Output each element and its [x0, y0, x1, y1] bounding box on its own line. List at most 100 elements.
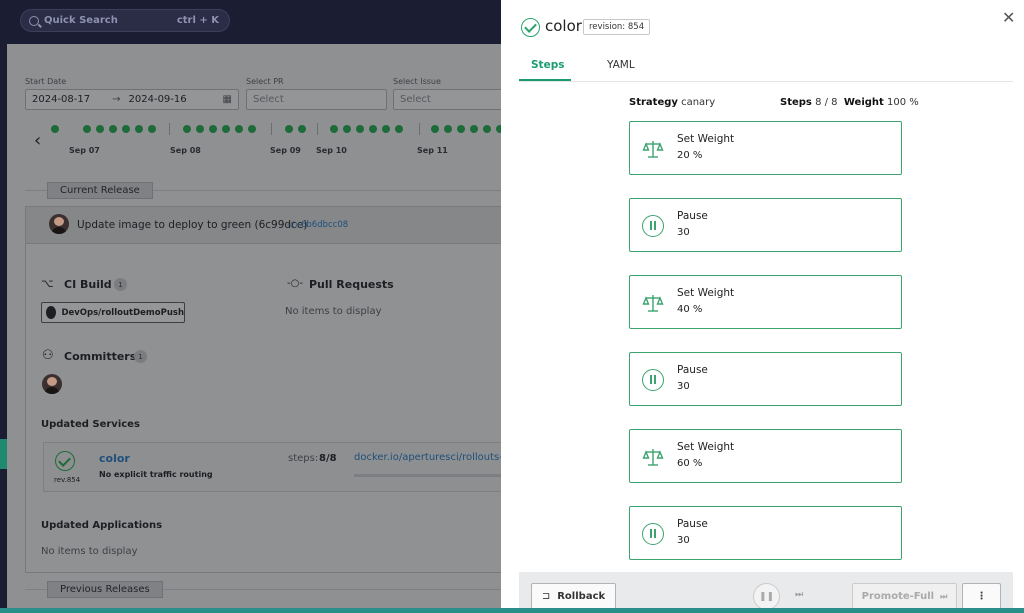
step-card: Set Weight 60 %	[629, 429, 902, 483]
rollout-details-panel: color revision: 854 ✕ Steps YAML Strateg…	[501, 0, 1024, 613]
pause-icon	[642, 215, 664, 237]
release-dot[interactable]	[369, 125, 377, 133]
date-range-input[interactable]: 2024-08-17 → 2024-09-16 ▦	[25, 89, 239, 110]
release-dot[interactable]	[248, 125, 256, 133]
step-value: 40 %	[677, 304, 703, 315]
check-circle-icon	[521, 18, 540, 37]
release-dot[interactable]	[330, 125, 338, 133]
tab-steps[interactable]: Steps	[531, 59, 565, 71]
quick-search-shortcut: ctrl + K	[176, 15, 219, 26]
service-steps-value: 8/8	[319, 453, 337, 464]
timeline-date: Sep 08	[170, 146, 201, 155]
tab-yaml[interactable]: YAML	[607, 59, 635, 71]
step-type: Pause	[677, 210, 708, 222]
updated-applications-heading: Updated Applications	[41, 520, 163, 531]
pause-icon	[642, 523, 664, 545]
strategy-label: Strategy	[629, 97, 678, 108]
release-dot[interactable]	[96, 125, 104, 133]
release-dot[interactable]	[183, 125, 191, 133]
pull-request-icon: -○-	[287, 278, 303, 289]
issue-label: Select Issue	[393, 77, 441, 86]
timeline-tick	[271, 123, 272, 135]
github-icon	[46, 306, 57, 319]
pause-button[interactable]: ❚❚	[753, 583, 780, 610]
release-dot[interactable]	[135, 125, 143, 133]
timeline-tick	[419, 123, 420, 135]
release-dot[interactable]	[444, 125, 452, 133]
step-value: 30	[677, 381, 690, 392]
service-name-link[interactable]: color	[99, 452, 130, 465]
promote-full-label: Promote-Full	[861, 591, 935, 602]
pause-icon: ❚❚	[758, 591, 775, 602]
release-dot[interactable]	[83, 125, 91, 133]
bottom-status-bar	[0, 608, 1024, 613]
release-dot[interactable]	[356, 125, 364, 133]
divider	[25, 190, 502, 191]
close-icon[interactable]: ✕	[1002, 8, 1016, 27]
release-dot[interactable]	[235, 125, 243, 133]
release-dot[interactable]	[496, 125, 502, 133]
timeline-date: Sep 07	[69, 146, 100, 155]
release-dot[interactable]	[148, 125, 156, 133]
panel-footer: ⊐ Rollback ❚❚ ⏭ Promote-Full ⏭ ⋮	[519, 572, 1013, 613]
steps-weight-stat: Steps 8 / 8 Weight 100 %	[780, 97, 919, 108]
commit-sha-link[interactable]: 6b6dbcc08	[301, 220, 349, 230]
release-dot[interactable]	[298, 125, 306, 133]
service-row[interactable]	[43, 442, 502, 492]
ci-build-count-badge: 1	[114, 278, 127, 291]
step-card: Pause 30	[629, 352, 902, 406]
release-dot[interactable]	[209, 125, 217, 133]
promote-full-button[interactable]: Promote-Full ⏭	[852, 583, 957, 610]
commit-header	[26, 207, 502, 244]
current-release-card	[25, 206, 502, 573]
panel-title: color	[545, 17, 582, 35]
pause-icon	[642, 369, 664, 391]
fast-forward-icon: ⏭	[940, 591, 948, 601]
strategy-value: canary	[681, 97, 716, 108]
release-dot[interactable]	[395, 125, 403, 133]
release-dot[interactable]	[222, 125, 230, 133]
release-dot[interactable]	[122, 125, 130, 133]
step-type: Set Weight	[677, 133, 735, 145]
select-issue-input[interactable]: Select	[393, 89, 502, 110]
ci-build-icon: ⌥	[41, 277, 54, 290]
divider	[25, 589, 502, 590]
release-dot[interactable]	[285, 125, 293, 133]
updated-applications-empty: No items to display	[41, 546, 138, 557]
release-dot[interactable]	[431, 125, 439, 133]
quick-search-label: Quick Search	[44, 15, 118, 26]
release-dot[interactable]	[343, 125, 351, 133]
service-image-link[interactable]: docker.io/aperturesci/rollouts-	[354, 452, 502, 463]
commit-message: Update image to deploy to green (6c99dce…	[77, 219, 308, 231]
step-value: 30	[677, 535, 690, 546]
quick-search[interactable]: Quick Search ctrl + K	[20, 9, 230, 32]
timeline-tick	[169, 123, 170, 135]
step-type: Pause	[677, 518, 708, 530]
release-dot[interactable]	[483, 125, 491, 133]
user-icon: ⚇	[42, 348, 54, 363]
ci-build-item[interactable]: DevOps/rolloutDemoPush	[41, 302, 185, 323]
select-pr-input[interactable]: Select	[246, 89, 387, 110]
weight-value: 100 %	[887, 97, 919, 108]
step-card: Pause 30	[629, 506, 902, 560]
start-date-value: 2024-08-17	[32, 94, 91, 105]
steps-value: 8 / 8	[815, 97, 838, 108]
release-dot[interactable]	[196, 125, 204, 133]
skip-next-icon[interactable]: ⏭	[795, 590, 804, 600]
weight-label: Weight	[843, 97, 884, 108]
steps-label: Steps	[780, 97, 812, 108]
release-dot[interactable]	[382, 125, 390, 133]
release-dot[interactable]	[470, 125, 478, 133]
chevron-left-icon[interactable]: ‹	[34, 130, 42, 151]
release-dot[interactable]	[457, 125, 465, 133]
service-revision: rev.854	[54, 476, 81, 484]
step-value: 20 %	[677, 150, 703, 161]
committer-avatar[interactable]	[42, 374, 62, 394]
more-options-button[interactable]: ⋮	[962, 583, 1001, 610]
release-dot[interactable]	[51, 125, 59, 133]
release-dot[interactable]	[109, 125, 117, 133]
left-nav-edge	[0, 44, 7, 613]
step-card: Pause 30	[629, 198, 902, 252]
nav-active-indicator	[0, 439, 7, 469]
rollback-button[interactable]: ⊐ Rollback	[531, 583, 616, 610]
